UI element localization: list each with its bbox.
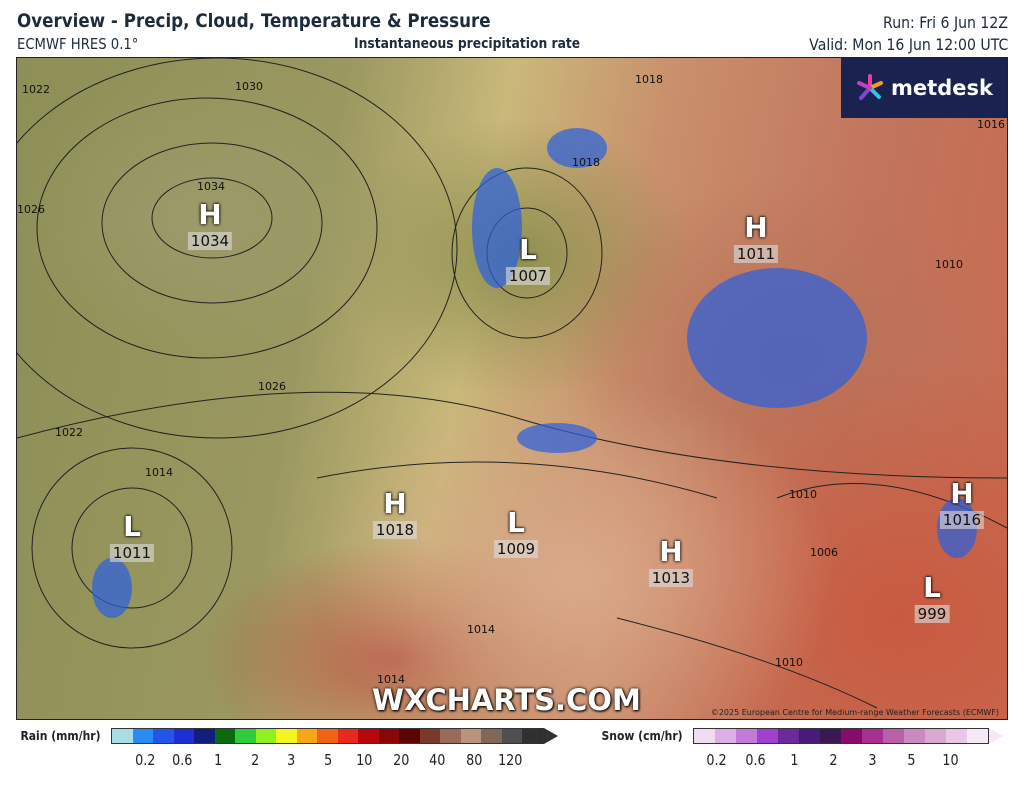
color-swatch <box>440 729 461 743</box>
isobar-label: 1022 <box>55 426 83 439</box>
rain-ticks: 0.2 0.6 1 2 3 5 10 20 40 80 120 <box>127 751 529 769</box>
pressure-system: L 999 <box>914 573 950 623</box>
pressure-system: H 1034 <box>187 200 233 250</box>
isobar-label: 1016 <box>977 118 1005 131</box>
logo-icon <box>857 74 884 100</box>
legend-tick: 1 <box>790 751 799 769</box>
legend-tick: 40 <box>429 751 446 769</box>
legend-tick: 1 <box>214 751 223 769</box>
color-swatch <box>862 729 884 743</box>
isobar-label: 1006 <box>810 546 838 559</box>
color-swatch <box>399 729 420 743</box>
isobars <box>17 58 1007 709</box>
copyright: ©2025 European Centre for Medium-range W… <box>710 708 999 717</box>
legend-tick: 0.6 <box>745 751 766 769</box>
color-swatch <box>276 729 297 743</box>
legend-tick: 5 <box>323 751 332 769</box>
isobar-label: 1010 <box>789 488 817 501</box>
rain-legend-label: Rain (mm/hr) <box>20 729 101 743</box>
color-swatch <box>841 729 863 743</box>
snow-colorbar <box>693 728 990 744</box>
color-swatch <box>883 729 905 743</box>
color-swatch <box>481 729 502 743</box>
legend-tick: 10 <box>356 751 373 769</box>
color-swatch <box>358 729 379 743</box>
color-swatch <box>778 729 800 743</box>
isobar-label: 1034 <box>197 180 225 193</box>
color-swatch <box>715 729 737 743</box>
legend-tick: 120 <box>498 751 523 769</box>
color-swatch <box>255 729 276 743</box>
color-swatch <box>967 729 989 743</box>
legend-tick: 3 <box>287 751 296 769</box>
snow-ticks: 0.2 0.6 1 2 3 5 10 <box>697 751 970 769</box>
isobar-label: 1010 <box>775 656 803 669</box>
color-swatch <box>112 729 133 743</box>
color-swatch <box>235 729 256 743</box>
color-swatch <box>757 729 779 743</box>
color-swatch <box>522 729 543 743</box>
pressure-system: L 1007 <box>505 235 551 285</box>
color-swatch <box>694 729 716 743</box>
valid-time: Valid: Mon 16 Jun 12:00 UTC <box>808 35 1008 54</box>
isobar-label: 1014 <box>377 673 405 686</box>
color-swatch <box>194 729 215 743</box>
isobar-label: 1026 <box>258 380 286 393</box>
color-swatch <box>173 729 194 743</box>
chart-title: Overview - Precip, Cloud, Temperature & … <box>17 10 491 32</box>
isobar-label: 1022 <box>22 83 50 96</box>
pressure-system: H 1018 <box>372 489 418 539</box>
color-swatch <box>799 729 821 743</box>
metdesk-logo: metdesk <box>841 58 1007 118</box>
pressure-system: H 1011 <box>733 213 779 263</box>
run-time: Run: Fri 6 Jun 12Z <box>883 13 1008 32</box>
legend-tick: 5 <box>907 751 916 769</box>
rain-colorbar <box>111 728 544 744</box>
rain-colorbar-arrow <box>543 728 558 744</box>
isobar-label: 1026 <box>17 203 45 216</box>
rain-legend: Rain (mm/hr) <box>16 728 558 744</box>
color-swatch <box>132 729 153 743</box>
layer-name: Instantaneous precipitation rate <box>354 36 581 52</box>
pressure-system: L 1009 <box>493 508 539 558</box>
legend-tick: 3 <box>868 751 877 769</box>
color-swatch <box>337 729 358 743</box>
watermark: WXCHARTS.COM <box>372 683 641 717</box>
weather-map[interactable]: H 1034 L 1007 H 1011 L 1011 H 1018 L 1009 H 101… <box>16 57 1008 720</box>
color-swatch <box>501 729 522 743</box>
snow-legend: Snow (cm/hr) <box>597 728 1004 744</box>
legend-tick: 10 <box>942 751 959 769</box>
color-swatch <box>925 729 947 743</box>
pressure-system: L 1011 <box>109 512 155 562</box>
legend-tick: 0.6 <box>171 751 192 769</box>
color-swatch <box>317 729 338 743</box>
isobar-label: 1030 <box>235 80 263 93</box>
color-swatch <box>153 729 174 743</box>
pressure-system: H 1016 <box>939 479 985 529</box>
color-swatch <box>946 729 968 743</box>
pressure-system: H 1013 <box>648 537 694 587</box>
legend-tick: 80 <box>465 751 482 769</box>
isobar-label: 1018 <box>572 156 600 169</box>
color-swatch <box>296 729 317 743</box>
legend-tick: 20 <box>392 751 409 769</box>
legend-tick: 2 <box>250 751 259 769</box>
color-swatch <box>378 729 399 743</box>
snow-legend-label: Snow (cm/hr) <box>601 729 683 743</box>
isobar-label: 1010 <box>935 258 963 271</box>
isobar-label: 1014 <box>145 466 173 479</box>
legend-tick: 2 <box>829 751 838 769</box>
color-swatch <box>736 729 758 743</box>
legend-tick: 0.2 <box>135 751 156 769</box>
color-swatch <box>820 729 842 743</box>
isobar-label: 1014 <box>467 623 495 636</box>
legend-tick: 0.2 <box>706 751 727 769</box>
color-swatch <box>460 729 481 743</box>
color-swatch <box>214 729 235 743</box>
color-swatch <box>419 729 440 743</box>
color-swatch <box>904 729 926 743</box>
model-name: ECMWF HRES 0.1° <box>17 35 139 53</box>
isobar-label: 1018 <box>635 73 663 86</box>
snow-colorbar-arrow <box>989 728 1004 744</box>
